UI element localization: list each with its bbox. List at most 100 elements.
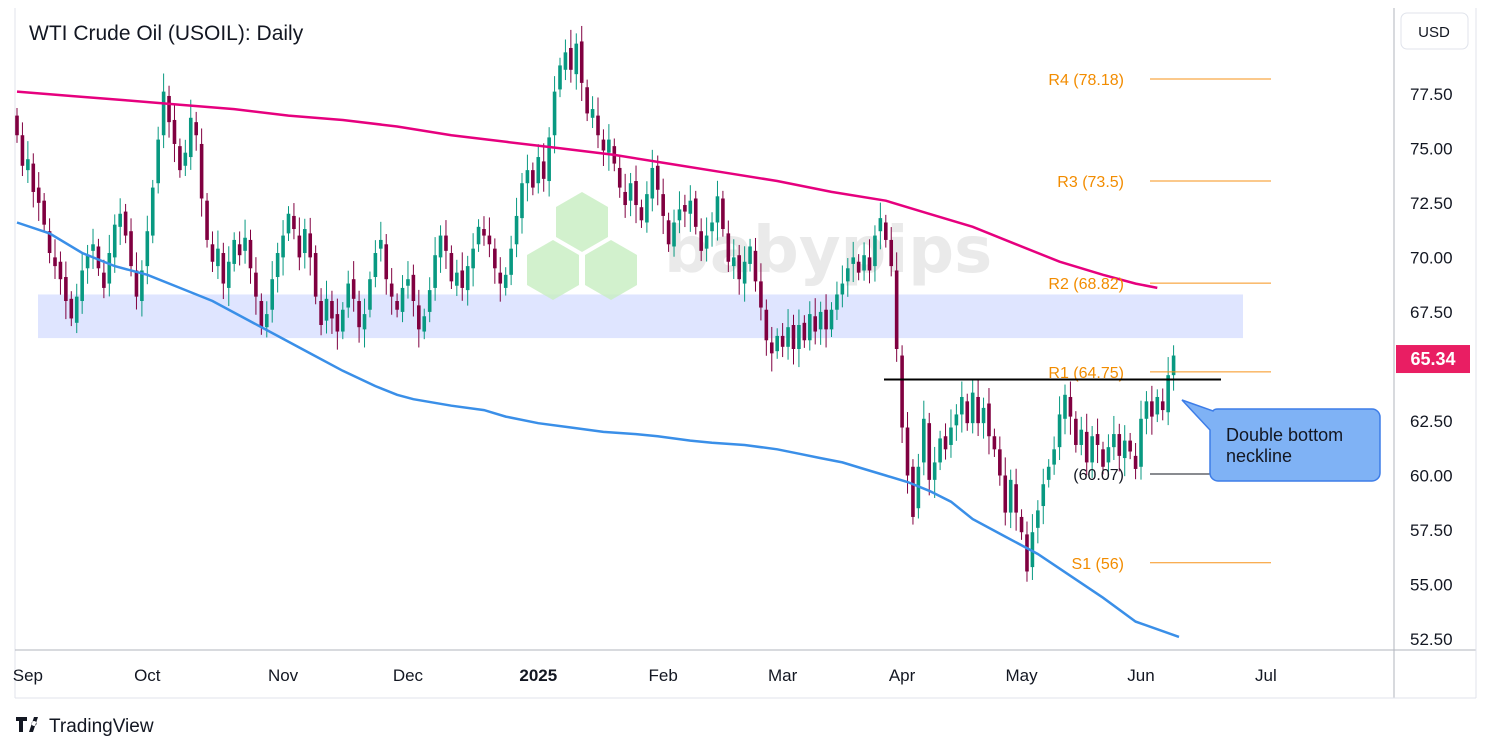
candle — [194, 111, 198, 151]
candle-body — [91, 244, 95, 251]
candle — [780, 323, 785, 358]
candle — [248, 229, 253, 284]
y-tick-label: 55.00 — [1410, 576, 1453, 595]
candle-body — [395, 301, 399, 310]
candle — [118, 198, 122, 245]
candle — [1112, 415, 1116, 461]
candle — [710, 212, 714, 247]
candle — [943, 423, 948, 460]
pivot-level: R1 (64.75) — [1048, 365, 1271, 382]
candle — [145, 215, 150, 285]
candle-body — [1068, 396, 1073, 417]
candle — [96, 238, 101, 276]
candle — [1144, 391, 1149, 435]
x-axis-ticks: Sep Oct Nov Dec 2025 Feb Mar Apr May Jun Jul — [13, 666, 1277, 685]
candle — [64, 261, 68, 320]
callout-line-2: neckline — [1226, 446, 1292, 466]
candle-body — [58, 261, 63, 280]
candle-body — [585, 87, 589, 114]
candle-body — [563, 52, 568, 70]
candle — [1063, 384, 1067, 435]
candle-body — [981, 407, 986, 424]
candle-body — [270, 279, 275, 310]
candle-body — [1144, 401, 1149, 419]
candle — [840, 265, 845, 308]
candle — [308, 217, 313, 276]
candle — [433, 237, 437, 301]
candle — [330, 290, 334, 334]
candle-body — [226, 261, 231, 288]
tradingview-logo[interactable]: TradingView — [16, 716, 154, 737]
candle-body — [666, 220, 671, 245]
candle-body — [590, 109, 595, 118]
candle — [427, 277, 432, 323]
currency-label[interactable]: USD — [1418, 24, 1450, 41]
candle — [655, 155, 660, 206]
candle-body — [156, 139, 160, 184]
candle-body — [1112, 434, 1116, 448]
candle — [20, 122, 25, 177]
candle — [406, 261, 410, 299]
candle — [1025, 521, 1029, 582]
candle-body — [286, 213, 291, 234]
candle — [721, 190, 725, 237]
candle-body — [574, 43, 579, 75]
candle-body — [552, 91, 557, 136]
candle-body — [949, 427, 953, 445]
candle — [867, 239, 872, 284]
candle-body — [824, 309, 828, 330]
currency-button[interactable]: USD — [1400, 12, 1469, 50]
candle — [1139, 400, 1143, 480]
candle-body — [351, 279, 356, 299]
candle — [634, 165, 638, 224]
candle-body — [987, 403, 991, 437]
candle — [639, 199, 644, 228]
candle — [851, 241, 856, 283]
y-tick-label: 57.50 — [1410, 521, 1453, 540]
candle-body — [221, 253, 226, 284]
candle-body — [145, 231, 150, 267]
callout-double-bottom: Double bottom neckline — [1181, 399, 1381, 482]
x-tick-label: Feb — [649, 666, 678, 685]
candle — [373, 240, 378, 288]
candle-body — [102, 272, 106, 288]
candle — [769, 326, 774, 372]
candle — [449, 245, 454, 290]
x-tick-label: Mar — [768, 666, 798, 685]
candle — [1106, 434, 1111, 473]
candle-body — [998, 449, 1002, 476]
candle-body — [558, 65, 562, 90]
candle — [509, 235, 513, 286]
candle-body — [737, 255, 741, 280]
last-price-value: 65.34 — [1410, 349, 1455, 369]
candle-body — [444, 235, 448, 251]
candle-body — [753, 250, 758, 282]
candle — [672, 209, 676, 257]
candle-body — [96, 246, 101, 269]
candle — [346, 270, 351, 318]
candle-body — [85, 255, 90, 269]
candle — [531, 162, 535, 196]
candle — [487, 217, 492, 258]
candle-body — [1046, 466, 1051, 480]
candle — [42, 193, 46, 233]
candle-body — [455, 272, 459, 286]
candle-body — [878, 218, 883, 232]
candle — [645, 181, 649, 233]
candle-body — [384, 244, 389, 280]
candle-body — [107, 253, 112, 284]
candle — [80, 252, 84, 314]
candle-body — [1171, 355, 1176, 376]
candle — [384, 234, 389, 295]
candle-body — [482, 229, 486, 236]
candle-body — [704, 235, 709, 249]
candle-body — [818, 311, 823, 330]
currency-button-bg[interactable] — [1400, 12, 1469, 50]
candle-body — [650, 167, 655, 199]
candle-body — [862, 255, 866, 271]
candle-body — [1041, 484, 1046, 507]
candle-body — [237, 244, 242, 256]
pivot-level-label: R2 (68.82) — [1048, 276, 1124, 293]
pivot-level: R2 (68.82) — [1048, 276, 1271, 293]
